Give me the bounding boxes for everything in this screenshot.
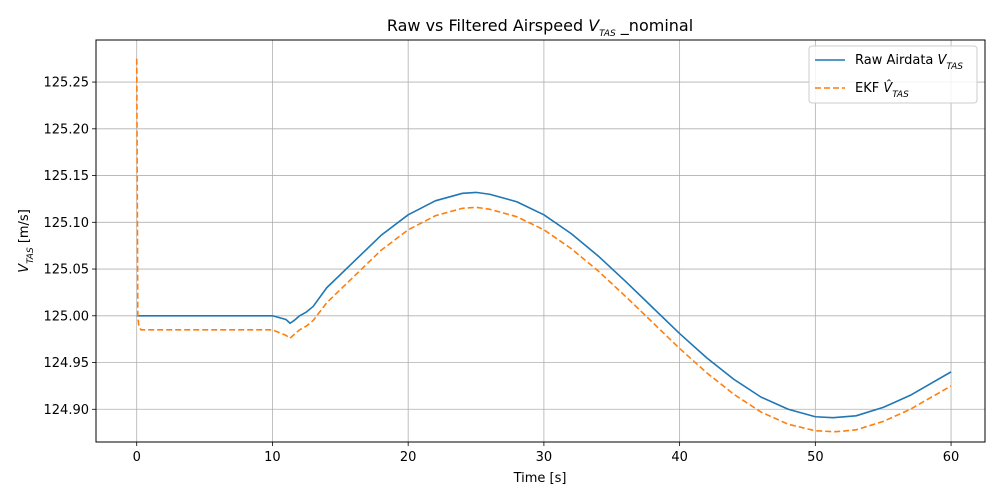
legend: Raw Airdata VTAS EKF V̂TAS <box>808 45 978 104</box>
x-tick-label: 10 <box>264 450 281 465</box>
x-tick-label: 50 <box>807 450 824 465</box>
y-tick-label: 125.05 <box>44 263 90 278</box>
y-axis-ticks: 124.90 124.95 125.00 125.05 125.10 125.15 125.… <box>44 76 96 418</box>
y-tick-label: 125.15 <box>44 169 90 184</box>
series-line-raw <box>136 191 952 419</box>
x-tick-label: 60 <box>943 450 960 465</box>
chart-title: Raw vs Filtered Airspeed VTAS _nominal <box>387 16 693 39</box>
y-tick-label: 125.20 <box>44 122 90 137</box>
y-axis-label: VTAS [m/s] <box>17 209 36 273</box>
x-tick-label: 0 <box>133 450 141 465</box>
y-tick-label: 125.10 <box>44 216 90 231</box>
x-tick-label: 20 <box>400 450 417 465</box>
series-line-ekf <box>135 58 952 433</box>
legend-entry-ekf: EKF V̂TAS <box>855 81 909 100</box>
x-axis-ticks: 0 10 20 30 40 50 60 <box>133 442 960 465</box>
legend-entry-raw: Raw Airdata VTAS <box>855 53 963 72</box>
legend-box <box>808 45 978 104</box>
y-tick-label: 125.00 <box>44 309 90 324</box>
plot-area-frame <box>95 39 986 443</box>
y-tick-label: 124.90 <box>44 403 90 418</box>
x-tick-label: 30 <box>536 450 553 465</box>
series-layer <box>135 58 952 433</box>
grid <box>96 40 985 442</box>
x-axis-label: Time [s] <box>513 471 567 486</box>
y-tick-label: 125.25 <box>44 76 90 91</box>
x-tick-label: 40 <box>671 450 688 465</box>
y-tick-label: 124.95 <box>44 356 90 371</box>
